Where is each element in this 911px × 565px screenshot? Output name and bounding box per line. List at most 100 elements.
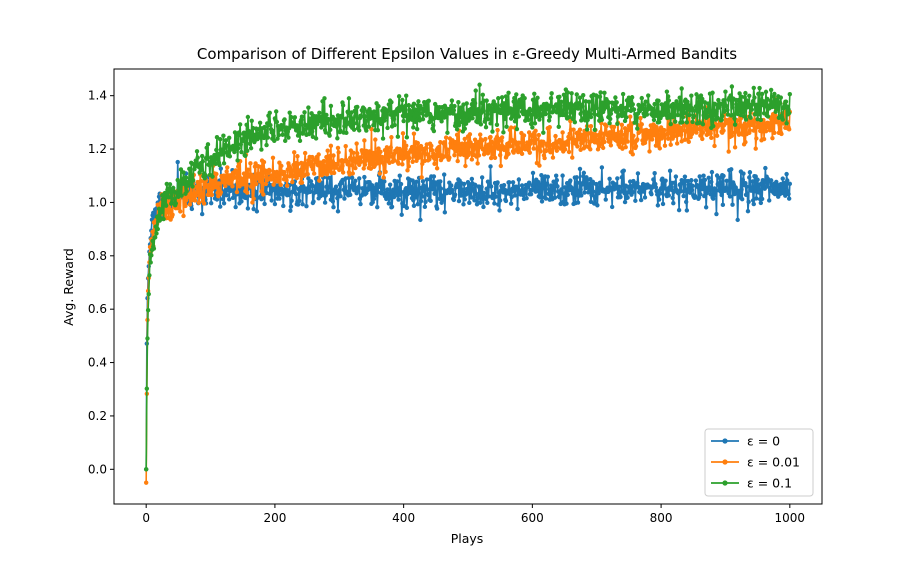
data-point [770,135,775,141]
data-point [395,179,400,184]
data-point [685,99,690,104]
data-point [413,119,418,125]
data-point [293,164,298,170]
data-point [580,104,585,109]
data-point [562,100,567,105]
data-point [693,194,698,199]
data-point [755,177,760,182]
data-point [671,112,677,117]
data-point [597,180,603,186]
data-point [371,122,376,128]
data-point [245,190,250,195]
data-point [377,171,383,176]
data-point [684,208,690,213]
data-point [368,166,374,171]
data-point [645,135,650,140]
data-point [655,203,661,208]
data-point [575,106,581,111]
data-point [613,95,618,100]
data-point [571,109,576,114]
data-point [708,192,713,197]
data-point [431,128,437,134]
data-point [378,149,383,155]
data-point [264,142,269,148]
data-point [262,201,267,207]
data-point [478,132,483,137]
data-point [194,149,200,154]
data-point [721,173,726,179]
data-point [739,196,745,202]
data-point [420,116,426,122]
data-point [678,132,684,138]
data-point [501,183,507,188]
data-point [235,180,240,185]
data-point [725,107,730,113]
data-point [348,192,353,198]
data-point [248,161,253,166]
data-point [468,189,473,194]
data-point [397,173,402,178]
data-point [777,122,782,128]
data-point [775,106,780,112]
data-point [518,104,523,110]
data-point [780,117,785,122]
legend-marker [722,459,728,465]
data-point [269,198,274,203]
data-point [730,130,735,135]
data-point [409,144,415,150]
data-point [630,189,635,195]
data-point [241,171,247,176]
data-point [203,173,208,178]
data-point [199,167,204,173]
data-point [743,180,748,186]
data-point [786,127,792,132]
data-point [536,132,541,138]
data-point [747,93,752,99]
data-point [758,122,764,127]
data-point [541,139,546,144]
data-point [194,190,200,195]
data-point [721,128,726,133]
data-point [623,145,628,150]
data-point [539,199,545,204]
data-point [686,139,691,145]
data-point [597,94,603,99]
data-point [461,202,466,207]
data-point [622,118,628,124]
data-point [227,154,233,159]
data-point [510,180,516,185]
data-point [288,204,294,209]
data-point [293,184,298,190]
data-point [591,189,596,194]
data-point [310,129,315,134]
data-point [385,125,390,131]
data-point [463,163,468,169]
data-point [740,101,746,106]
data-point [578,111,583,117]
data-point [449,98,455,103]
data-point [454,148,459,154]
data-point [673,174,679,179]
data-point [396,197,401,202]
data-point [599,117,605,122]
data-point [524,196,529,201]
data-point [629,95,635,100]
data-point [565,138,570,144]
data-point [327,133,332,138]
data-point [339,115,345,120]
data-point [592,127,597,133]
data-point [311,171,317,176]
data-point [246,134,252,140]
data-point [292,150,297,155]
data-point [483,136,488,142]
data-point [690,119,695,125]
data-point [404,205,410,211]
data-point [488,134,493,140]
data-point [567,131,572,136]
data-point [730,202,735,207]
data-point [575,200,581,205]
data-point [166,195,171,200]
data-point [678,189,684,194]
data-point [189,173,195,179]
x-tick-label: 800 [650,511,673,525]
